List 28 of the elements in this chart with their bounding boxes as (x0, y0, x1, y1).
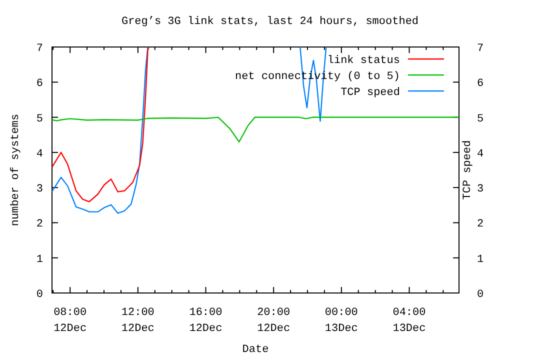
x-tick-label: 08:00 12Dec (54, 307, 87, 335)
y2-tick-label: 6 (477, 78, 484, 90)
y-tick-label: 0 (36, 289, 43, 301)
legend-label: link status (327, 55, 400, 67)
y2-tick-label: 3 (477, 184, 484, 196)
y-tick-label: 1 (36, 254, 44, 266)
x-axis-title: Date (242, 344, 269, 356)
y-tick-label: 2 (36, 218, 43, 231)
y2-tick-label: 4 (477, 148, 484, 160)
y2-tick-label: 2 (477, 218, 484, 231)
x-tick-label: 20:00 12Dec (257, 307, 290, 335)
y2-tick-label: 5 (477, 113, 484, 126)
y-axis-title: number of systems (10, 114, 22, 226)
y-tick-label: 4 (36, 148, 44, 160)
x-tick-label: 04:00 13Dec (392, 307, 426, 335)
y2-tick-label: 0 (477, 289, 484, 301)
legend-label: TCP speed (340, 87, 400, 99)
y-tick-label: 5 (36, 113, 43, 126)
x-tick-label: 00:00 13Dec (324, 307, 358, 335)
y-tick-label: 6 (36, 78, 43, 90)
x-tick-label: 12:00 12Dec (121, 307, 154, 335)
y2-tick-label: 7 (477, 43, 484, 55)
y-tick-label: 7 (36, 43, 43, 55)
y2-tick-label: 1 (477, 254, 484, 266)
x-tick-label: 16:00 12Dec (189, 307, 222, 335)
chart-title: Greg’s 3G link stats, last 24 hours, smoothed (121, 16, 419, 28)
y2-axis-title: TCP speed (462, 140, 474, 200)
y-tick-label: 3 (36, 184, 43, 196)
